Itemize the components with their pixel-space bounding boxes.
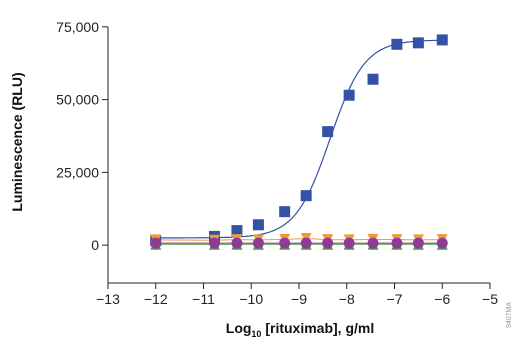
data-point-square [300,190,312,202]
data-point-circle [208,237,220,249]
x-axis-title-rest: [rituximab], g/ml [261,320,374,336]
data-point-circle [412,237,424,249]
y-tick-label: 50,000 [56,92,99,108]
data-point-square [412,37,424,49]
data-point-circle [322,237,334,249]
y-axis-title: Luminescence (RLU) [9,72,25,211]
tick-labels: 0 25,000 50,000 75,000 −13 −12 −11 −10 −9 −8 −7 −6 −… [56,19,498,307]
data-point-circle [300,237,312,249]
data-point-square [367,73,379,85]
data-point-circle [436,237,448,249]
x-tick-label: −8 [339,291,355,307]
data-point-square [252,219,264,231]
x-tick-label: −12 [144,291,168,307]
data-point-square [231,225,243,237]
x-tick-label: −7 [387,291,403,307]
data-point-circle [343,237,355,249]
x-axis-title-base: Log [226,320,252,336]
y-tick-label: 25,000 [56,164,99,180]
data-point-square [322,126,334,138]
x-tick-label: −13 [96,291,120,307]
y-tick-label: 75,000 [56,19,99,35]
data-points [150,34,448,250]
x-tick-label: −5 [482,291,498,307]
data-point-circle [252,237,264,249]
x-axis-title: Log10 [rituximab], g/ml [226,320,374,339]
x-axis-title-subscript: 10 [251,329,261,339]
figure-code: 9407MA [506,302,513,328]
x-tick-label: −10 [239,291,263,307]
fit-curves [155,39,443,245]
data-point-square [436,34,448,46]
x-tick-label: −11 [192,291,215,307]
data-point-circle [279,237,291,249]
data-point-square [279,206,291,218]
data-point-circle [367,237,379,249]
data-point-square [343,89,355,101]
data-point-circle [231,237,243,249]
fit-curve-series-0 [155,39,443,239]
data-point-circle [150,237,162,249]
y-tick-label: 0 [91,237,99,253]
x-tick-label: −6 [434,291,450,307]
data-point-square [391,38,403,50]
axes [102,26,491,289]
data-point-circle [391,237,403,249]
x-tick-label: −9 [291,291,307,307]
